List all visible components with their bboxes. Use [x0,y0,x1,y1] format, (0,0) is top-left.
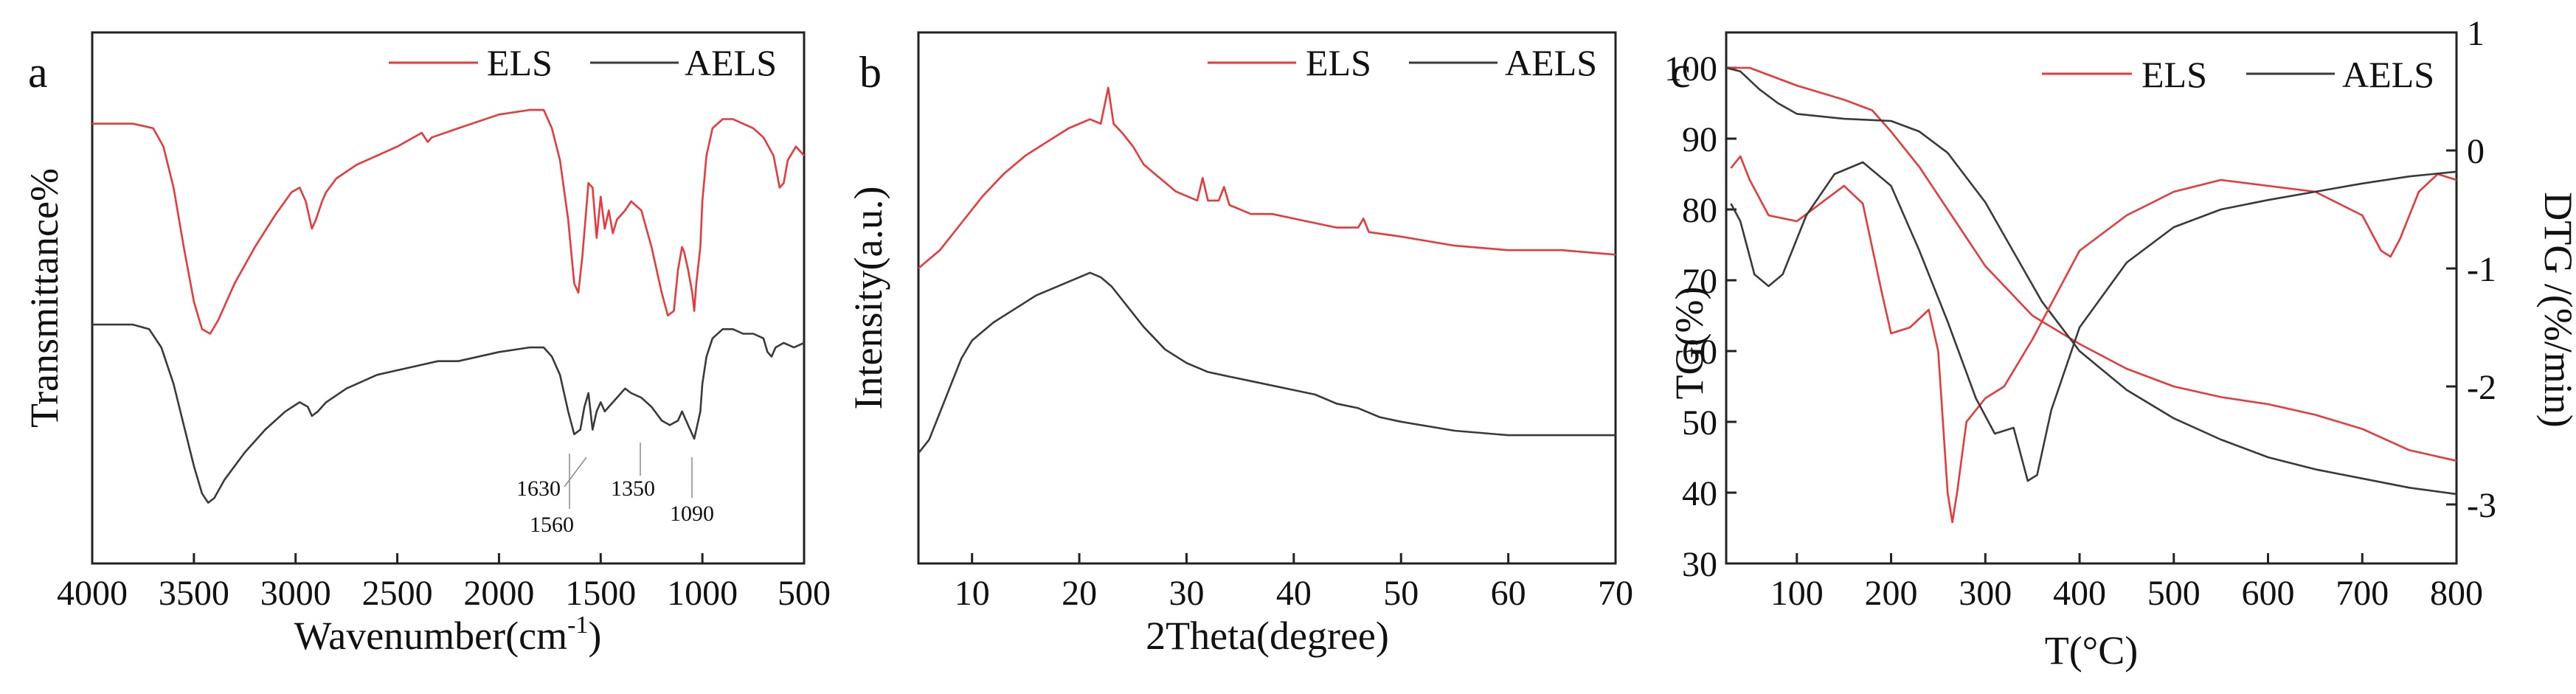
y-tick-label-right: -1 [2467,250,2496,289]
x-tick-label: 3500 [159,574,229,613]
plot-frame-a [91,31,806,565]
y-tick-label-right: 0 [2467,132,2485,171]
x-axis-label-b: 2Theta(degree) [1146,614,1389,658]
y-axis-label-a: Transmittance% [22,168,66,428]
series-line-c-els-tg [1726,66,2457,462]
y-tick-label-left: 90 [1682,120,1717,159]
x-tick-label: 2000 [463,574,534,613]
series-line-c-els-dtg [1730,155,2457,524]
x-tick-label: 40 [1276,574,1312,613]
x-tick-label: 2500 [362,574,433,613]
y-axis-label-b: Intensity(a.u.) [846,187,890,410]
plot-frame-b [917,31,1617,565]
legend-label-aels-a: AELS [685,42,777,83]
x-tick-label: 20 [1062,574,1097,613]
x-tick-label: 60 [1491,574,1526,613]
y-tick-label-left: 60 [1682,333,1717,372]
y-tick-label-left: 70 [1682,262,1717,301]
x-axis-label-a: Wavenumber(cm-1) [294,611,602,658]
axis-ticks-c: 100 200 300 400 500 600 700 8003040506070809010… [1664,14,2496,613]
legend-label-els-a: ELS [487,42,553,83]
x-tick-label: 200 [1865,574,1918,613]
legend-label-aels-b: AELS [1505,42,1597,83]
series-line-b-els [918,86,1616,269]
y-tick-label-right: -3 [2467,486,2496,525]
x-axis-label-c: T(°C) [2045,628,2139,673]
x-tick-label: 1500 [565,574,636,613]
legend-c: ELS AELS [2042,54,2434,95]
peak-annotations-a: 1630 1560 1350 1090 [516,443,714,537]
panel-b-xrd: b 10 20 30 40 50 60 70 ELS AELS 2Theta(degree)… [846,31,1633,658]
x-ticks-a: 4000 3500 3000 2500 2000 1500 1000 500 [57,553,831,613]
y-axis-right-label-c: DTG /(%/min) [2536,192,2576,427]
y-tick-label-left: 80 [1682,191,1717,230]
peak-label-1350: 1350 [611,476,655,501]
x-tick-label: 500 [2147,574,2201,613]
y-tick-label-right: -2 [2467,368,2496,407]
y-axis-label-c: TG(%) [1667,287,1711,400]
y-tick-label-left: 30 [1682,545,1717,584]
x-tick-label: 50 [1383,574,1419,613]
x-tick-label: 600 [2242,574,2295,613]
panel-label-c: c [1671,48,1691,97]
legend-b: ELS AELS [1208,42,1597,83]
panel-label-a: a [28,48,48,97]
y-tick-label-left: 50 [1682,403,1717,443]
x-tick-label: 30 [1168,574,1204,613]
peak-label-1560: 1560 [530,513,574,537]
x-tick-label: 700 [2336,574,2389,613]
x-tick-label: 100 [1770,574,1824,613]
legend-a: ELS AELS [389,42,777,83]
series-group-c [1725,66,2457,524]
series-line-b-aels [917,271,1616,454]
x-tick-label: 300 [1959,574,2012,613]
series-group-b [917,86,1616,454]
x-tick-label: 800 [2430,574,2483,613]
y-tick-label-left: 100 [1664,49,1717,89]
peak-label-1090: 1090 [670,502,714,526]
y-tick-label-left: 40 [1682,474,1717,513]
x-tick-label: 500 [778,574,831,613]
panel-c-tg-dtg: c 100 200 300 400 500 600 700 800 30 40 50 60 70 80 90… [1664,14,2576,673]
series-line-a-els [92,108,805,335]
x-tick-label: 400 [2053,574,2106,613]
panel-a-ftir: a 4000 3500 3000 2500 2000 1500 1000 500 1630 1… [22,31,831,658]
legend-label-els-c: ELS [2142,54,2207,95]
series-line-c-aels-tg [1725,66,2457,496]
x-tick-label: 3000 [260,574,331,613]
series-group-a [92,108,805,504]
x-ticks-b: 10 20 30 40 50 60 70 [955,553,1633,613]
x-tick-label: 10 [955,574,990,613]
legend-label-els-b: ELS [1306,42,1371,83]
peak-label-1630: 1630 [516,476,561,501]
y-tick-label-right: 1 [2467,14,2485,53]
series-line-c-aels-dtg [1730,161,2457,482]
x-tick-label: 70 [1598,574,1633,613]
plot-frame-c [1725,31,2458,565]
x-tick-label: 1000 [667,574,738,613]
x-tick-label: 4000 [57,574,128,613]
legend-label-aels-c: AELS [2342,54,2434,95]
annotation-leader-1630 [564,457,587,487]
series-line-a-aels [92,323,805,504]
panel-label-b: b [859,48,882,97]
